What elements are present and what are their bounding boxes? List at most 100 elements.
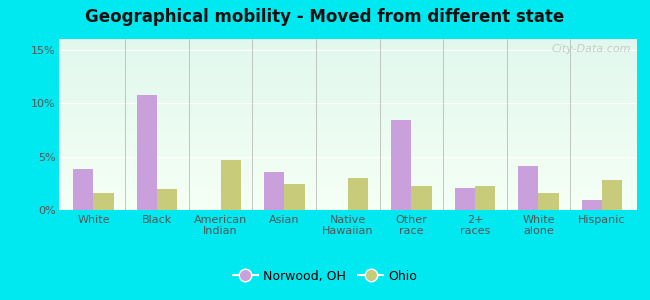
Bar [58,172,637,173]
Bar [582,200,602,210]
Bar [58,129,637,130]
Bar [58,118,637,119]
Bar [58,154,637,155]
Bar [58,201,637,202]
Bar [518,166,538,210]
Bar [58,179,637,180]
Bar [58,182,637,183]
Bar [58,202,637,203]
Bar [58,205,637,206]
Bar [58,101,637,102]
Bar [58,160,637,161]
Bar [58,87,637,88]
Bar [58,109,637,110]
Bar [220,160,241,210]
Bar [58,64,637,65]
Bar [58,209,637,210]
Bar [58,150,637,151]
Bar [58,81,637,82]
Bar [58,143,637,144]
Bar [58,108,637,109]
Bar [58,177,637,178]
Bar [58,118,637,119]
Bar [58,104,637,105]
Bar [58,113,637,114]
Bar [58,90,637,91]
Bar [58,174,637,175]
Bar [58,144,637,145]
Bar [58,60,637,61]
Bar [58,68,637,69]
Bar [58,204,637,205]
Bar [58,148,637,149]
Bar [58,82,637,83]
Bar [58,163,637,164]
Bar [58,76,637,77]
Bar [58,193,637,194]
Bar [58,83,637,84]
Bar [58,133,637,134]
Bar [58,99,637,100]
Bar [58,203,637,204]
Bar [58,199,637,200]
Bar [58,45,637,46]
Bar [58,86,637,87]
Bar [58,80,637,81]
Bar [58,95,637,96]
Bar [58,115,637,116]
Bar [58,111,637,112]
Bar [58,41,637,42]
Bar [58,58,637,59]
Bar [58,65,637,66]
Bar [58,89,637,90]
Bar [58,88,637,89]
Bar [58,120,637,121]
Bar [58,145,637,146]
Bar [58,162,637,163]
Bar [58,112,637,113]
Bar [58,147,637,148]
Bar [58,159,637,160]
Bar [58,69,637,70]
Bar [58,153,637,154]
Text: City-Data.com: City-Data.com [552,44,631,54]
Bar [58,196,637,197]
Bar [58,135,637,136]
Bar [58,107,637,108]
Bar [58,132,637,133]
Bar [58,192,637,193]
Bar [58,57,637,58]
Bar [58,141,637,142]
Bar [58,137,637,138]
Bar [58,40,637,41]
Bar [58,131,637,132]
Bar [58,138,637,139]
Bar [58,66,637,67]
Bar [58,184,637,185]
Bar [58,84,637,85]
Bar [475,187,495,210]
Bar [58,110,637,111]
Bar [58,139,637,140]
Bar [58,130,637,131]
Bar [58,170,637,171]
Bar [58,54,637,55]
Bar [58,149,637,150]
Bar [58,158,637,159]
Bar [58,79,637,80]
Bar [58,92,637,93]
Bar [58,146,637,147]
Bar [58,42,637,43]
Bar [58,198,637,199]
Bar [58,195,637,196]
Bar [58,197,637,198]
Bar [58,97,637,98]
Bar [284,184,304,210]
Bar [348,178,368,210]
Bar [58,200,637,201]
Bar [58,61,637,62]
Bar [58,117,637,118]
Bar [58,94,637,95]
Bar [58,124,637,125]
Bar [58,93,637,94]
